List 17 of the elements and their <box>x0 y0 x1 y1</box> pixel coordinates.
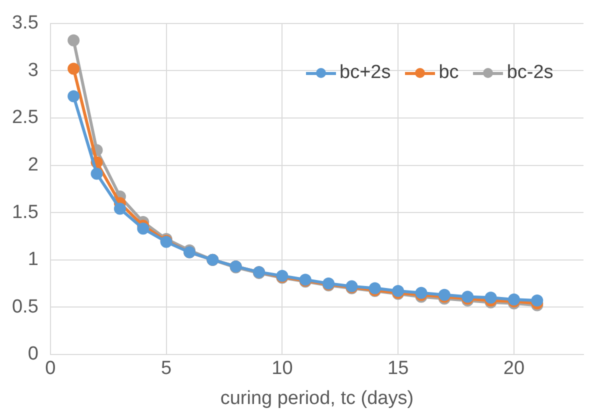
y-tick-label: 0.5 <box>12 296 38 318</box>
x-tick-label: 15 <box>388 358 409 380</box>
legend-label: bc+2s <box>340 62 391 84</box>
y-tick-label: 2.5 <box>12 107 38 128</box>
x-tick-label: 10 <box>272 358 293 380</box>
y-tick-label: 3 <box>28 60 38 81</box>
x-tick-label: 5 <box>161 358 172 380</box>
legend-label: bc <box>438 62 459 84</box>
y-tick-label: 3.5 <box>12 12 38 34</box>
y-tick-label: 1 <box>28 249 38 270</box>
y-tick-label: 2 <box>28 154 38 176</box>
x-axis-title: curing period, tc (days) <box>220 388 414 409</box>
y-tick-label: 1.5 <box>12 202 38 223</box>
y-tick-label: 0 <box>28 344 38 365</box>
x-tick-label: 0 <box>45 358 56 380</box>
x-tick-label: 20 <box>503 358 525 380</box>
legend-label: bc-2s <box>506 62 554 84</box>
